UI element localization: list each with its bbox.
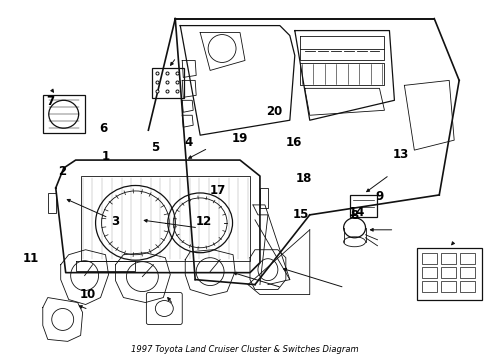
- Text: 1997 Toyota Land Cruiser Cluster & Switches Diagram: 1997 Toyota Land Cruiser Cluster & Switc…: [131, 345, 359, 354]
- Text: 1: 1: [102, 150, 110, 163]
- Text: 5: 5: [150, 141, 159, 154]
- Bar: [460, 253, 475, 264]
- Bar: [460, 267, 475, 278]
- Bar: [48, 193, 56, 213]
- Text: 17: 17: [210, 184, 226, 197]
- Bar: [441, 253, 456, 264]
- Text: 19: 19: [232, 132, 248, 145]
- Text: 15: 15: [293, 208, 309, 221]
- Text: 14: 14: [349, 206, 366, 219]
- Bar: [460, 280, 475, 292]
- Text: 11: 11: [23, 252, 39, 265]
- Text: 2: 2: [58, 165, 66, 177]
- Text: 16: 16: [286, 136, 302, 149]
- Text: 3: 3: [112, 215, 120, 228]
- Bar: [422, 267, 437, 278]
- Text: 13: 13: [393, 148, 409, 161]
- Bar: [349, 195, 377, 217]
- Text: 9: 9: [375, 190, 383, 203]
- Text: 12: 12: [196, 215, 212, 228]
- Bar: [441, 267, 456, 278]
- Text: 8: 8: [351, 210, 359, 222]
- Bar: [441, 280, 456, 292]
- Bar: [43, 95, 85, 133]
- Text: 20: 20: [266, 105, 282, 118]
- Text: 10: 10: [80, 288, 96, 301]
- Text: 7: 7: [47, 95, 55, 108]
- Bar: [422, 280, 437, 292]
- Bar: [417, 248, 482, 300]
- Bar: [81, 176, 250, 261]
- Text: 18: 18: [295, 172, 312, 185]
- Bar: [152, 68, 184, 98]
- Text: 6: 6: [99, 122, 108, 135]
- Text: 4: 4: [185, 136, 193, 149]
- Bar: [260, 188, 268, 208]
- Bar: [422, 253, 437, 264]
